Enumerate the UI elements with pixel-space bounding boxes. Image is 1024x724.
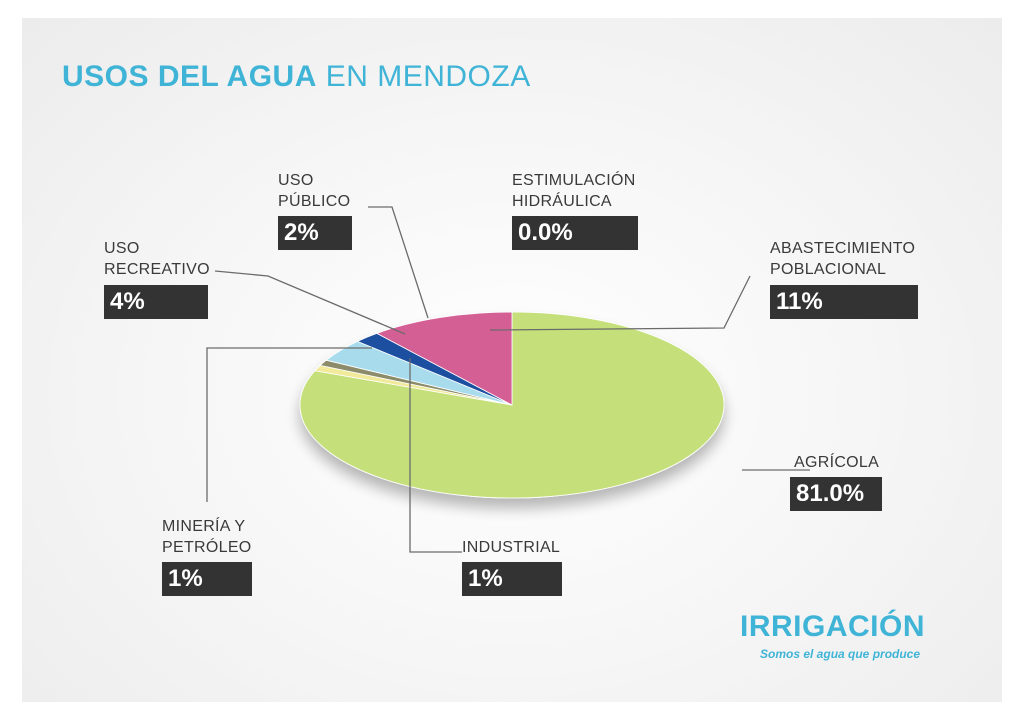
label-line: HIDRÁULICA bbox=[512, 193, 612, 210]
value-mineria-petroleo: 1% bbox=[162, 562, 252, 596]
label-line: USO bbox=[104, 240, 140, 257]
brand-tagline: Somos el agua que produce bbox=[760, 647, 921, 661]
label-uso-publico: USO PÚBLICO bbox=[278, 170, 350, 212]
label-line: RECREATIVO bbox=[104, 261, 210, 278]
leader-line-abastecimiento bbox=[489, 275, 751, 331]
value-estimulacion-hidraulica: 0.0% bbox=[512, 216, 638, 250]
value-industrial: 1% bbox=[462, 562, 562, 596]
label-line: MINERÍA Y bbox=[162, 518, 246, 535]
title-bold: USOS DEL AGUA bbox=[62, 60, 317, 93]
pie-slices bbox=[299, 311, 725, 499]
leader-line-mineria bbox=[206, 347, 372, 502]
label-line: ABASTECIMIENTO bbox=[770, 240, 916, 257]
page-title: USOS DEL AGUA EN MENDOZA bbox=[62, 60, 531, 94]
label-abastecimiento-poblacional: ABASTECIMIENTO POBLACIONAL bbox=[770, 238, 915, 280]
label-uso-recreativo: USO RECREATIVO bbox=[104, 238, 210, 280]
leader-line-recreativo bbox=[214, 270, 406, 335]
leader-lines bbox=[206, 206, 810, 553]
label-agricola: AGRÍCOLA bbox=[794, 452, 879, 473]
brand-logo: IRRIGACIÓN bbox=[740, 610, 925, 643]
value-uso-recreativo: 4% bbox=[104, 285, 208, 319]
leader-line-publico bbox=[368, 206, 429, 319]
pie-slice-abastecimiento bbox=[375, 311, 513, 406]
label-industrial: INDUSTRIAL bbox=[462, 537, 560, 558]
label-estimulacion-hidraulica: ESTIMULACIÓN HIDRÁULICA bbox=[512, 170, 636, 212]
label-line: USO bbox=[278, 172, 314, 189]
value-agricola: 81.0% bbox=[790, 477, 882, 511]
label-line: AGRÍCOLA bbox=[794, 454, 880, 471]
leader-line-industrial bbox=[409, 358, 462, 553]
title-regular: EN MENDOZA bbox=[316, 60, 531, 93]
label-line: POBLACIONAL bbox=[770, 261, 887, 278]
label-mineria-petroleo: MINERÍA Y PETRÓLEO bbox=[162, 516, 252, 558]
label-line: PÚBLICO bbox=[278, 193, 351, 210]
label-line: INDUSTRIAL bbox=[462, 539, 561, 556]
value-abastecimiento-poblacional: 11% bbox=[770, 285, 918, 319]
value-uso-publico: 2% bbox=[278, 216, 352, 250]
label-line: ESTIMULACIÓN bbox=[512, 172, 636, 189]
label-line: PETRÓLEO bbox=[162, 539, 252, 556]
